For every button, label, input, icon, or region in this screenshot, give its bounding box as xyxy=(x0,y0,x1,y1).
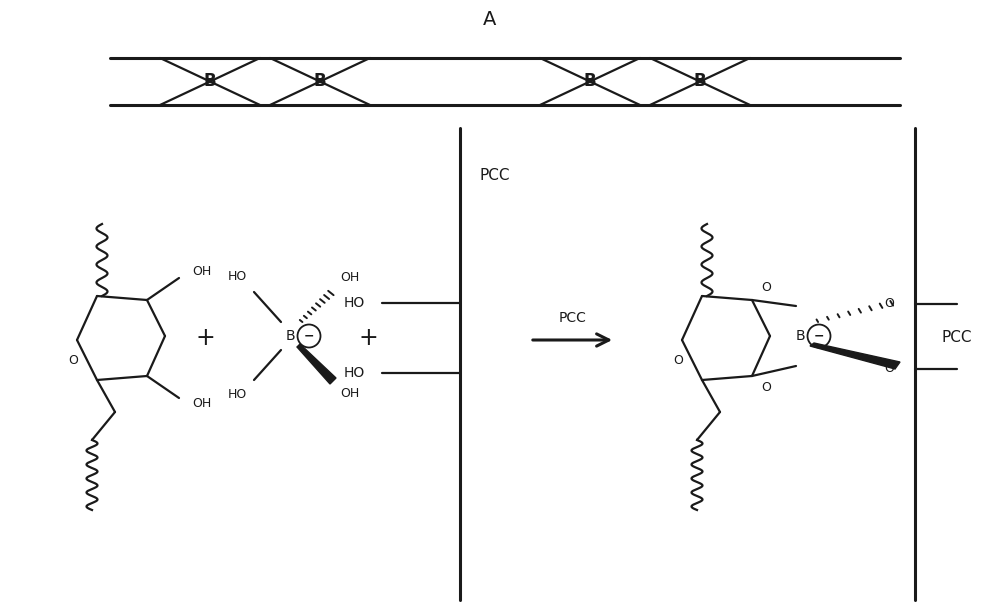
Text: HO: HO xyxy=(343,296,365,310)
Text: HO: HO xyxy=(227,270,247,284)
Text: OH: OH xyxy=(340,387,360,401)
Text: HO: HO xyxy=(343,366,365,380)
Text: B: B xyxy=(584,73,596,90)
Text: −: − xyxy=(814,329,824,342)
Text: O: O xyxy=(761,281,771,295)
Text: PCC: PCC xyxy=(480,168,510,182)
Text: −: − xyxy=(304,329,314,342)
Text: B: B xyxy=(795,329,805,343)
Text: HO: HO xyxy=(227,389,247,401)
Text: O: O xyxy=(673,354,683,367)
Text: O: O xyxy=(68,354,78,367)
Polygon shape xyxy=(297,344,336,384)
Text: O: O xyxy=(761,381,771,395)
Text: OH: OH xyxy=(192,265,212,279)
Text: PCC: PCC xyxy=(942,331,972,345)
Text: PCC: PCC xyxy=(559,311,586,325)
Text: OH: OH xyxy=(340,271,360,284)
Text: B: B xyxy=(314,73,326,90)
Text: B: B xyxy=(694,73,706,90)
Text: O: O xyxy=(884,362,894,376)
Text: O: O xyxy=(884,298,894,310)
Text: A: A xyxy=(483,10,497,29)
Text: OH: OH xyxy=(192,398,212,411)
Text: B: B xyxy=(204,73,216,90)
Text: +: + xyxy=(195,326,215,350)
Text: B: B xyxy=(285,329,295,343)
Text: +: + xyxy=(358,326,378,350)
Polygon shape xyxy=(810,343,900,369)
